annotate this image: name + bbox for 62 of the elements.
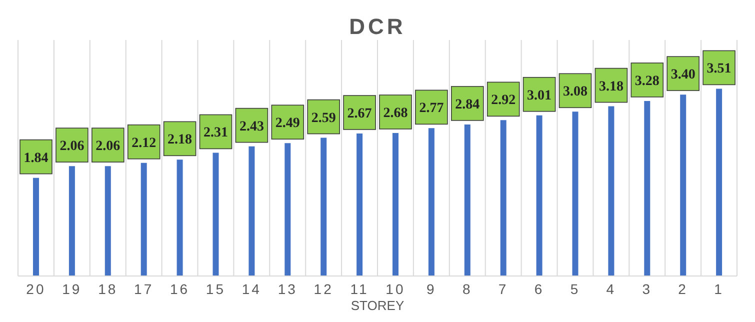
data-label: 3.51 bbox=[706, 62, 732, 77]
bar bbox=[572, 112, 578, 276]
x-tick-label: 18 bbox=[98, 280, 118, 297]
data-label: 2.43 bbox=[239, 119, 264, 134]
x-tick-label: 19 bbox=[62, 280, 82, 297]
x-tick-label: 8 bbox=[462, 280, 472, 297]
bar bbox=[284, 143, 291, 276]
bar bbox=[644, 100, 650, 276]
x-tick-label: 6 bbox=[534, 280, 544, 297]
data-label: 2.68 bbox=[383, 106, 408, 121]
bar bbox=[536, 115, 542, 276]
x-tick-label: 3 bbox=[642, 280, 652, 297]
x-tick-label: 11 bbox=[350, 280, 369, 297]
x-tick-label: 20 bbox=[26, 280, 46, 297]
bar bbox=[104, 166, 111, 276]
bar bbox=[176, 160, 183, 276]
bar bbox=[140, 162, 147, 276]
data-label: 3.01 bbox=[527, 88, 552, 104]
x-tick-label: 14 bbox=[242, 280, 262, 297]
data-label: 2.12 bbox=[132, 136, 156, 151]
bar bbox=[392, 132, 398, 276]
x-tick-label: 17 bbox=[134, 280, 154, 297]
bar bbox=[680, 94, 686, 276]
data-label: 2.77 bbox=[419, 101, 444, 116]
data-label: 3.28 bbox=[634, 74, 660, 89]
bar bbox=[356, 134, 363, 276]
bar bbox=[500, 120, 506, 276]
bar bbox=[33, 178, 39, 276]
x-tick-label: 1 bbox=[714, 280, 724, 297]
data-label: 2.31 bbox=[204, 126, 228, 141]
data-label: 2.06 bbox=[96, 139, 120, 154]
data-label: 2.84 bbox=[455, 97, 480, 112]
bar bbox=[320, 138, 327, 276]
data-label: 3.40 bbox=[670, 68, 696, 83]
data-label: 2.06 bbox=[60, 139, 84, 154]
data-label: 3.08 bbox=[563, 84, 588, 100]
bar bbox=[428, 128, 434, 276]
data-label: 2.92 bbox=[491, 93, 516, 108]
x-tick-label: 10 bbox=[386, 280, 406, 297]
x-tick-label: 9 bbox=[426, 280, 436, 297]
data-label: 2.18 bbox=[168, 132, 192, 148]
x-tick-label: 2 bbox=[678, 280, 688, 297]
x-tick-label: 13 bbox=[278, 280, 298, 297]
bar bbox=[212, 152, 219, 276]
x-tick-label: 12 bbox=[314, 280, 334, 297]
bar bbox=[464, 124, 470, 276]
bar bbox=[716, 88, 722, 276]
chart-title: DCR bbox=[348, 14, 407, 40]
bar bbox=[608, 106, 614, 276]
x-tick-label: 4 bbox=[606, 280, 616, 297]
data-label: 2.59 bbox=[311, 110, 336, 126]
x-axis-title: STOREY bbox=[350, 298, 404, 313]
data-label: 3.18 bbox=[598, 79, 624, 94]
x-tick-label: 7 bbox=[498, 280, 508, 297]
bar bbox=[68, 166, 75, 276]
x-tick-label: 5 bbox=[570, 280, 580, 297]
data-label: 1.84 bbox=[24, 150, 48, 166]
x-tick-label: 16 bbox=[170, 280, 190, 297]
bar bbox=[248, 146, 255, 276]
data-label: 2.49 bbox=[275, 116, 300, 132]
x-tick-label: 15 bbox=[206, 280, 226, 297]
data-label: 2.67 bbox=[347, 106, 372, 122]
